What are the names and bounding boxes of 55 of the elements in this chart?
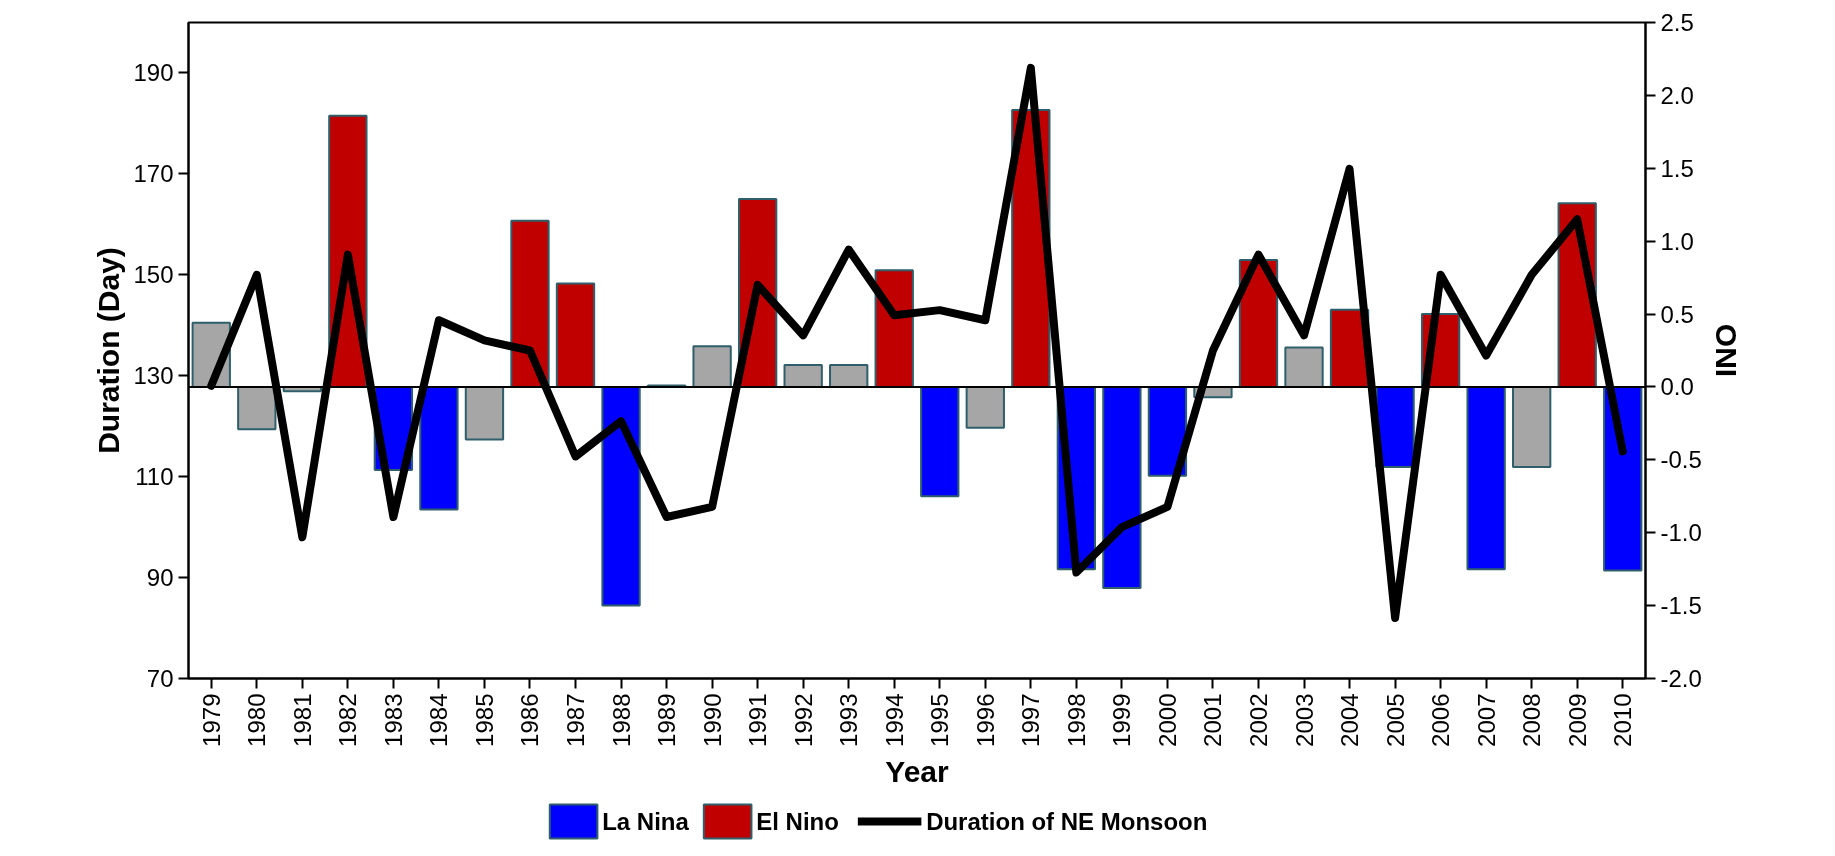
x-tick-label: 1986 (516, 693, 544, 747)
y2-tick-label: 1.0 (1660, 227, 1694, 255)
x-tick-label: 2007 (1472, 693, 1500, 747)
x-tick-label: 2002 (1244, 693, 1272, 747)
y2-axis-title: ONI (1709, 323, 1743, 378)
y2-tick-label: 0.5 (1660, 300, 1694, 328)
x-tick-label: 1996 (971, 693, 999, 747)
y-tick-label: 130 (133, 362, 174, 390)
x-tick-label: 1991 (744, 693, 772, 747)
x-tick-label: 2009 (1563, 693, 1591, 747)
x-tick-label: 1985 (470, 693, 498, 747)
y-tick-label: 110 (135, 463, 174, 491)
y-tick-label: 190 (133, 59, 174, 87)
x-tick-label: 2001 (1199, 693, 1227, 747)
x-tick-label: 1982 (334, 693, 362, 747)
x-tick-label: 1989 (653, 693, 681, 747)
x-tick-label: 1993 (835, 693, 863, 747)
legend-label: El Nino (756, 808, 839, 835)
y2-tick-label: -1.0 (1660, 519, 1702, 547)
x-tick-label: 2003 (1290, 693, 1318, 747)
legend-label: Duration of NE Monsoon (926, 808, 1208, 835)
y-tick-label: 150 (133, 261, 174, 289)
y2-tick-label: -2.0 (1660, 665, 1702, 692)
y2-tick-label: 0.0 (1660, 373, 1694, 401)
x-tick-label: 1988 (607, 693, 635, 747)
x-tick-label: 2010 (1609, 693, 1637, 747)
x-tick-label: 1995 (926, 693, 954, 747)
y-tick-label: 170 (133, 160, 174, 188)
x-tick-label: 1999 (1108, 693, 1136, 747)
y-tick-label: 90 (146, 564, 174, 592)
x-tick-label: 2006 (1427, 693, 1455, 747)
y2-tick-label: 2.0 (1660, 81, 1694, 109)
x-tick-label: 1997 (1017, 693, 1045, 747)
x-tick-label: 1983 (379, 693, 407, 747)
x-tick-label: 1994 (880, 693, 908, 747)
x-tick-label: 1992 (789, 693, 817, 747)
x-tick-label: 2008 (1518, 693, 1546, 747)
x-axis-title: Year (885, 754, 950, 788)
x-tick-label: 1980 (243, 693, 271, 747)
y2-tick-label: 1.5 (1660, 154, 1694, 182)
y2-tick-label: -0.5 (1660, 446, 1702, 474)
x-tick-label: 1998 (1062, 693, 1090, 747)
y-tick-label: 70 (146, 665, 174, 692)
x-tick-label: 2000 (1153, 693, 1181, 747)
y2-tick-label: -1.5 (1660, 592, 1702, 620)
y-axis-title: Duration (Day) (92, 247, 126, 454)
x-tick-label: 1990 (698, 693, 726, 747)
x-tick-label: 1987 (562, 693, 590, 747)
x-tick-label: 2005 (1381, 693, 1409, 747)
x-tick-label: 1981 (288, 693, 316, 747)
x-tick-label: 2004 (1336, 693, 1364, 747)
legend-label: La Nina (602, 808, 690, 835)
x-tick-label: 1979 (197, 693, 225, 747)
y2-tick-label: 2.5 (1660, 9, 1694, 36)
x-tick-label: 1984 (425, 693, 453, 747)
